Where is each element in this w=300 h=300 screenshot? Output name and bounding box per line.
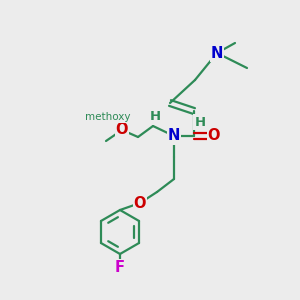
Text: N: N xyxy=(168,128,180,143)
Text: H: H xyxy=(194,116,206,128)
Text: H: H xyxy=(149,110,161,124)
Text: N: N xyxy=(211,46,223,61)
Text: O: O xyxy=(134,196,146,211)
Text: O: O xyxy=(116,122,128,137)
Text: methoxy: methoxy xyxy=(85,112,131,122)
Text: F: F xyxy=(115,260,125,275)
Text: O: O xyxy=(208,128,220,143)
